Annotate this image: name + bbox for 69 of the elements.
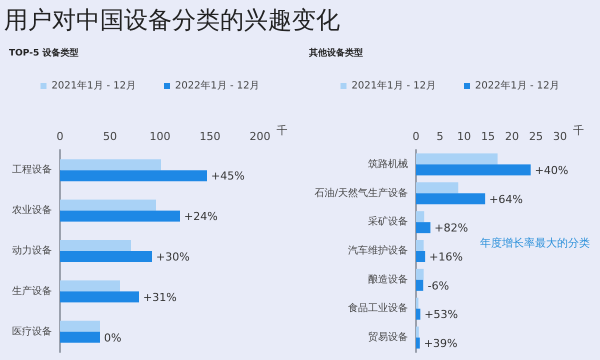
bar [60, 320, 100, 332]
y-tick-label: 工程设备 [12, 164, 52, 176]
y-tick-label: 筑路机械 [368, 158, 408, 170]
x-tick-label: 100 [150, 130, 170, 143]
bar [416, 193, 486, 204]
bar [60, 210, 180, 222]
bar [416, 268, 424, 280]
legend-label: 2021年1月 - 12月 [352, 80, 436, 92]
y-tick-label: 汽车维护设备 [348, 244, 408, 256]
annotation: +53% [424, 308, 458, 322]
chart-title: 用户对中国设备分类的兴趣变化 [3, 5, 341, 36]
annotation: -6% [428, 279, 450, 292]
x-tick-label: 20 [505, 130, 519, 143]
annotation: +16% [429, 250, 463, 264]
annotation: +82% [434, 222, 468, 235]
annotation: +30% [156, 250, 190, 264]
y-tick-label: 食品工业设备 [348, 302, 408, 314]
y-tick-label: 采矿设备 [368, 216, 408, 228]
y-tick-label: 贸易设备 [368, 331, 408, 344]
x-tick-label: 150 [200, 130, 220, 143]
x-tick-label: 25 [529, 130, 543, 143]
bar [416, 308, 420, 320]
x-tick-label: 200 [250, 130, 270, 143]
chart-subtitle: TOP-5 设备类型 [9, 48, 78, 58]
bar [416, 222, 430, 234]
bar [416, 326, 419, 338]
annotation: +31% [143, 290, 177, 304]
legend-label: 2022年1月 - 12月 [175, 80, 260, 92]
bar [60, 200, 156, 211]
bar [60, 159, 161, 170]
annotation: +45% [211, 170, 245, 183]
legend-label: 2021年1月 - 12月 [52, 80, 136, 92]
y-tick-label: 农业设备 [12, 204, 52, 216]
y-tick-label: 动力设备 [12, 244, 52, 256]
legend-label: 2022年1月 - 12月 [475, 80, 560, 92]
bar [416, 338, 420, 349]
bar [416, 280, 424, 291]
y-tick-label: 医疗设备 [12, 325, 52, 338]
bar [416, 251, 426, 262]
x-tick-label: 5 [436, 130, 444, 143]
bar [416, 211, 424, 222]
bar [416, 240, 424, 251]
y-tick-label: 酿造设备 [368, 273, 408, 286]
x-tick-label: 30 [553, 130, 567, 143]
annotation: 0% [104, 331, 122, 344]
y-tick-label: 生产设备 [12, 284, 52, 297]
bar [60, 251, 152, 262]
bar [60, 240, 131, 251]
y-tick-label: 石油/天然气生产设备 [314, 186, 408, 199]
x-tick-label: 15 [481, 130, 495, 143]
bar [60, 291, 139, 302]
x-tick-label: 50 [103, 130, 117, 143]
x-axis-title: 千 [276, 124, 288, 137]
annotation: +24% [184, 210, 218, 224]
x-axis-title: 千 [572, 124, 584, 137]
annotation: +64% [489, 192, 523, 206]
bar [416, 182, 458, 194]
annotation: +40% [534, 164, 568, 177]
bar [60, 280, 120, 292]
text: 其他设备类型 [308, 48, 363, 58]
annotation: +39% [424, 337, 458, 350]
bar [416, 164, 531, 176]
x-tick-label: 10 [457, 130, 471, 143]
bar [60, 332, 100, 343]
annotation: 年度增长率最大的分类 [480, 236, 590, 250]
bar [60, 170, 207, 182]
x-tick-label: 0 [56, 130, 64, 143]
x-tick-label: 0 [412, 130, 420, 143]
bar [416, 153, 498, 164]
